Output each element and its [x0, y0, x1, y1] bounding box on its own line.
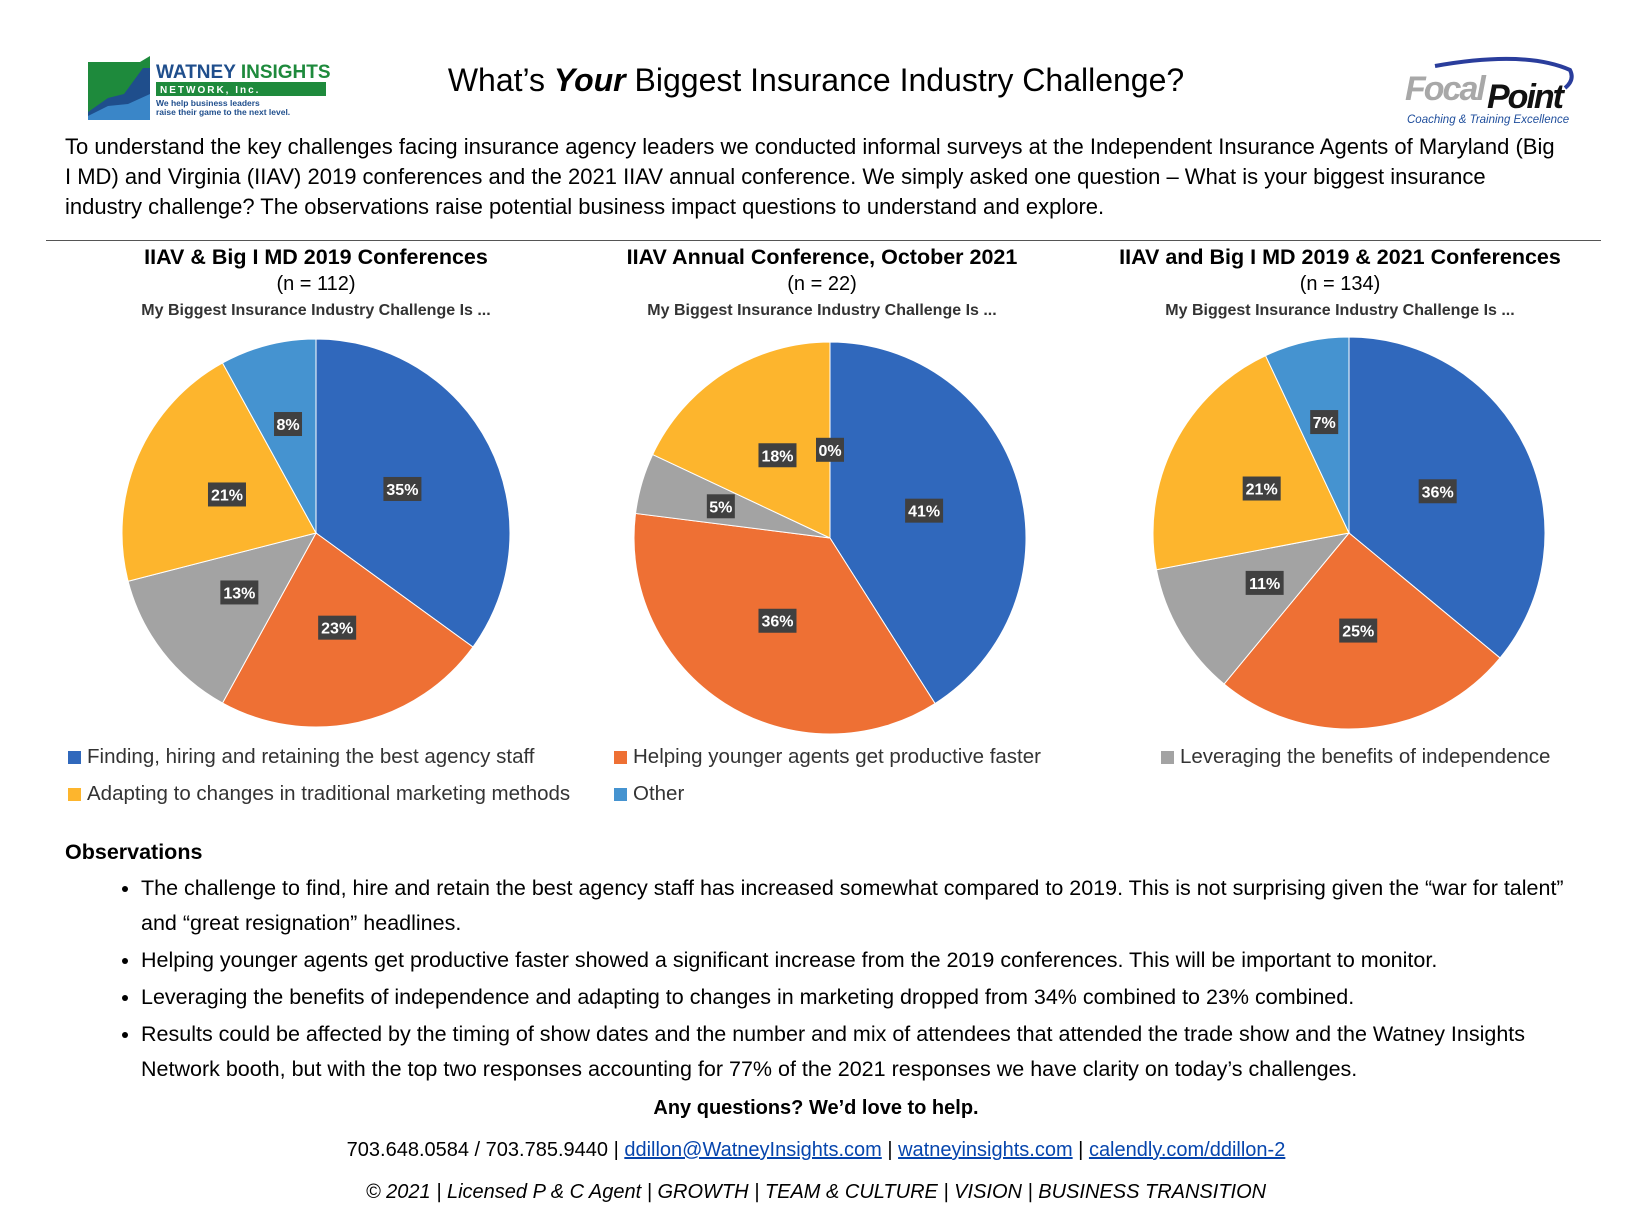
legend-label: Adapting to changes in traditional marke…	[87, 782, 571, 805]
watney-insights-logo: WATNEY INSIGHTS NETWORK, Inc. We help bu…	[88, 56, 331, 120]
footer-tagline: © 2021 | Licensed P & C Agent | GROWTH |…	[365, 1181, 1267, 1203]
legend-swatch	[614, 750, 627, 764]
data-label: 21%	[1246, 482, 1278, 499]
legend-item-adapting: Adapting to changes in traditional marke…	[68, 782, 570, 806]
data-label: 7%	[1313, 415, 1336, 432]
page-title: What’s Your Biggest Insurance Industry C…	[447, 62, 1185, 98]
data-label: 5%	[709, 499, 732, 516]
data-label: 0%	[818, 443, 841, 460]
pie-1-slice-other	[221, 338, 317, 534]
legend-item-helping: Helping younger agents get productive fa…	[614, 745, 1041, 769]
pie-3-slice-adapting	[1152, 354, 1350, 571]
data-label-box	[816, 437, 844, 462]
observation-item: The challenge to find, hire and retain t…	[141, 871, 1585, 941]
pie-3-slice-leveraging	[1155, 532, 1351, 685]
svg-text:Focal: Focal	[1405, 70, 1487, 108]
data-label-box	[274, 412, 303, 437]
chart-2-header: IIAV Annual Conference, October 2021 (n …	[562, 245, 1082, 320]
svg-text:Coaching & Training Excellence: Coaching & Training Excellence	[1407, 114, 1569, 126]
legend-label: Other	[633, 782, 685, 805]
data-label: 21%	[211, 487, 243, 504]
cta-text: Any questions? We’d love to help.	[653, 1097, 979, 1119]
chart-1-header: IIAV & Big I MD 2019 Conferences (n = 11…	[56, 245, 576, 320]
divider	[46, 240, 1601, 241]
data-label: 41%	[908, 504, 940, 521]
legend-swatch	[1161, 750, 1174, 764]
svg-text:WATNEY INSIGHTS: WATNEY INSIGHTS	[156, 62, 331, 83]
pie-2-slice-adapting	[651, 341, 831, 539]
chart-title: IIAV & Big I MD 2019 Conferences	[144, 245, 488, 269]
legend-swatch	[68, 787, 81, 801]
data-label-box	[706, 494, 735, 519]
legend-label: Leveraging the benefits of independence	[1180, 745, 1551, 768]
legend-item-other: Other	[614, 782, 684, 806]
data-label-box	[1242, 476, 1281, 501]
data-label: 18%	[761, 448, 793, 465]
data-label-box	[905, 498, 944, 523]
pie-1-slice-adapting	[121, 362, 317, 582]
svg-text:NETWORK, Inc.: NETWORK, Inc.	[160, 85, 260, 96]
data-label: 36%	[1422, 484, 1454, 501]
observation-item: Leveraging the benefits of independence …	[141, 980, 1585, 1015]
calendly-link[interactable]: calendly.com/ddillon-2	[1088, 1139, 1286, 1161]
chart-n: (n = 134)	[1299, 273, 1381, 295]
chart-subtitle: My Biggest Insurance Industry Challenge …	[647, 302, 997, 319]
chart-title: IIAV and Big I MD 2019 & 2021 Conference…	[1119, 245, 1561, 269]
data-label: 35%	[386, 482, 418, 499]
legend-swatch	[68, 750, 81, 764]
pie-3-slice-other	[1264, 336, 1350, 534]
separator: |	[881, 1139, 899, 1161]
email-link[interactable]: ddillon@WatneyInsights.com	[624, 1139, 882, 1161]
legend-item-leveraging: Leveraging the benefits of independence	[1161, 745, 1550, 769]
legend-item-finding: Finding, hiring and retaining the best a…	[68, 745, 535, 769]
legend-swatch	[614, 787, 627, 801]
pie-2-slice-finding	[829, 341, 1027, 705]
observation-item: Results could be affected by the timing …	[141, 1017, 1585, 1087]
phones: 703.648.0584 / 703.785.9440	[346, 1139, 609, 1161]
data-label-box	[1418, 479, 1457, 504]
data-label-box	[318, 615, 357, 640]
contact-line: 703.648.0584 / 703.785.9440 | ddillon@Wa…	[0, 1139, 1632, 1162]
intro-paragraph: To understand the key challenges facing …	[65, 134, 1555, 219]
data-label-box	[758, 443, 797, 468]
data-label: 36%	[761, 614, 793, 631]
data-label: 11%	[1249, 576, 1280, 593]
pie-charts: 35% 23% 13% 21% 8% 41% 36% 5% 18% 0% 36% 25% 11% 21% 7…	[121, 336, 1546, 735]
data-label-box	[207, 482, 246, 507]
data-label: 8%	[276, 417, 299, 434]
observations: Observations The challenge to find, hire…	[65, 840, 1585, 1089]
svg-text:raise their game to the next l: raise their game to the next level.	[156, 107, 290, 117]
data-label-box	[758, 608, 797, 633]
website-link[interactable]: watneyinsights.com	[898, 1139, 1073, 1161]
separator: |	[1072, 1139, 1089, 1161]
chart-n: (n = 22)	[787, 273, 857, 295]
chart-subtitle: My Biggest Insurance Industry Challenge …	[1165, 302, 1515, 319]
chart-3-header: IIAV and Big I MD 2019 & 2021 Conference…	[1080, 245, 1600, 320]
observation-item: Helping younger agents get productive fa…	[141, 943, 1585, 978]
data-label-box	[1310, 410, 1339, 435]
data-label: 25%	[1342, 624, 1374, 641]
data-label: 23%	[321, 621, 353, 638]
data-label-box	[383, 476, 422, 501]
chart-n: (n = 112)	[276, 273, 356, 295]
data-label-box	[220, 580, 259, 605]
svg-text:Point: Point	[1487, 78, 1566, 116]
data-label-box	[1245, 570, 1284, 595]
observations-heading: Observations	[65, 840, 203, 864]
pie-1-slice-leveraging	[127, 532, 317, 704]
data-label-box	[1339, 618, 1378, 643]
separator: |	[608, 1139, 625, 1161]
svg-text:We help business leaders: We help business leaders	[156, 98, 260, 108]
data-label: 13%	[223, 585, 255, 602]
focal-point-logo: Focal Point Coaching & Training Excellen…	[1405, 56, 1574, 126]
chart-subtitle: My Biggest Insurance Industry Challenge …	[141, 302, 491, 319]
legend-label: Finding, hiring and retaining the best a…	[87, 745, 535, 768]
legend-label: Helping younger agents get productive fa…	[633, 745, 1041, 768]
chart-title: IIAV Annual Conference, October 2021	[626, 245, 1018, 269]
